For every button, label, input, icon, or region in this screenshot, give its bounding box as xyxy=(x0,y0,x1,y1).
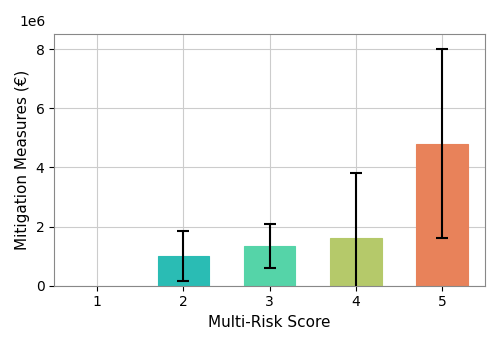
Bar xyxy=(416,144,468,286)
Bar xyxy=(244,246,296,286)
Bar xyxy=(330,238,382,286)
Text: 1e6: 1e6 xyxy=(20,15,46,29)
Bar xyxy=(158,256,210,286)
X-axis label: Multi-Risk Score: Multi-Risk Score xyxy=(208,315,331,330)
Y-axis label: Mitigation Measures (€): Mitigation Measures (€) xyxy=(15,70,30,250)
